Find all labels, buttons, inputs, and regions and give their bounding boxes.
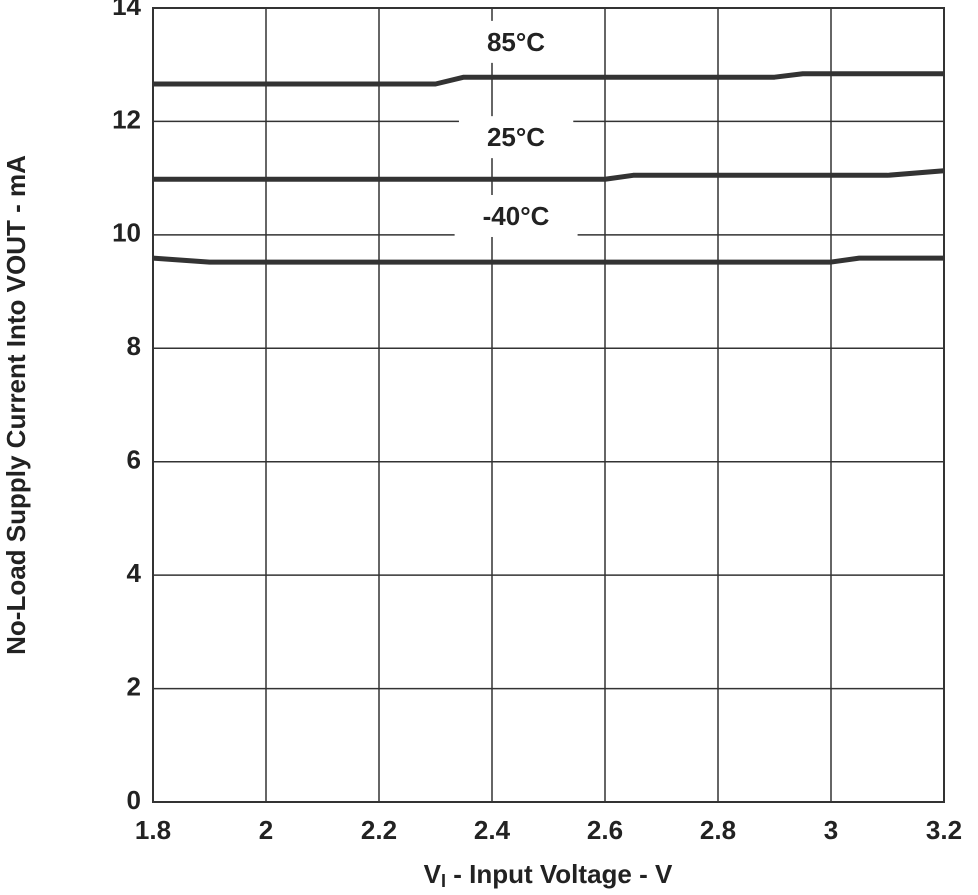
y-tick-label: 4: [127, 558, 142, 588]
series-label: 85°C: [487, 27, 545, 57]
label-bg: [458, 20, 574, 63]
label-bg: [454, 194, 578, 237]
y-tick-label: 6: [127, 445, 141, 475]
y-tick-label: 14: [112, 0, 141, 21]
series-label: 25°C: [487, 122, 545, 152]
plot-frame: [152, 7, 945, 803]
y-tick-label: 10: [112, 218, 141, 248]
x-tick-label: 3.2: [926, 815, 962, 845]
series-line: [152, 255, 944, 265]
x-tick-label: 2.2: [361, 815, 397, 845]
x-tick-label: 2: [259, 815, 273, 845]
x-label-sub: I: [441, 871, 446, 891]
y-tick-label: 8: [127, 331, 141, 361]
x-tick-label: 3: [824, 815, 838, 845]
series-line: [153, 71, 944, 87]
label-bg: [458, 116, 574, 159]
series-label: -40°C: [483, 201, 550, 231]
y-tick-label: 0: [127, 785, 141, 815]
x-tick-label: 2.8: [700, 815, 736, 845]
x-tick-label: 2.6: [587, 815, 623, 845]
x-tick-label: 2.4: [474, 815, 511, 845]
x-label-rest: - Input Voltage - V: [446, 859, 673, 889]
y-tick-label: 2: [127, 671, 141, 701]
x-tick-label: 1.8: [135, 815, 171, 845]
y-tick-label: 12: [112, 104, 141, 134]
x-axis-label: VI - Input Voltage - V: [424, 859, 673, 891]
x-label-main: V: [424, 859, 442, 889]
y-axis-label: No-Load Supply Current Into VOUT - mA: [1, 155, 31, 655]
series-line: [153, 168, 945, 182]
